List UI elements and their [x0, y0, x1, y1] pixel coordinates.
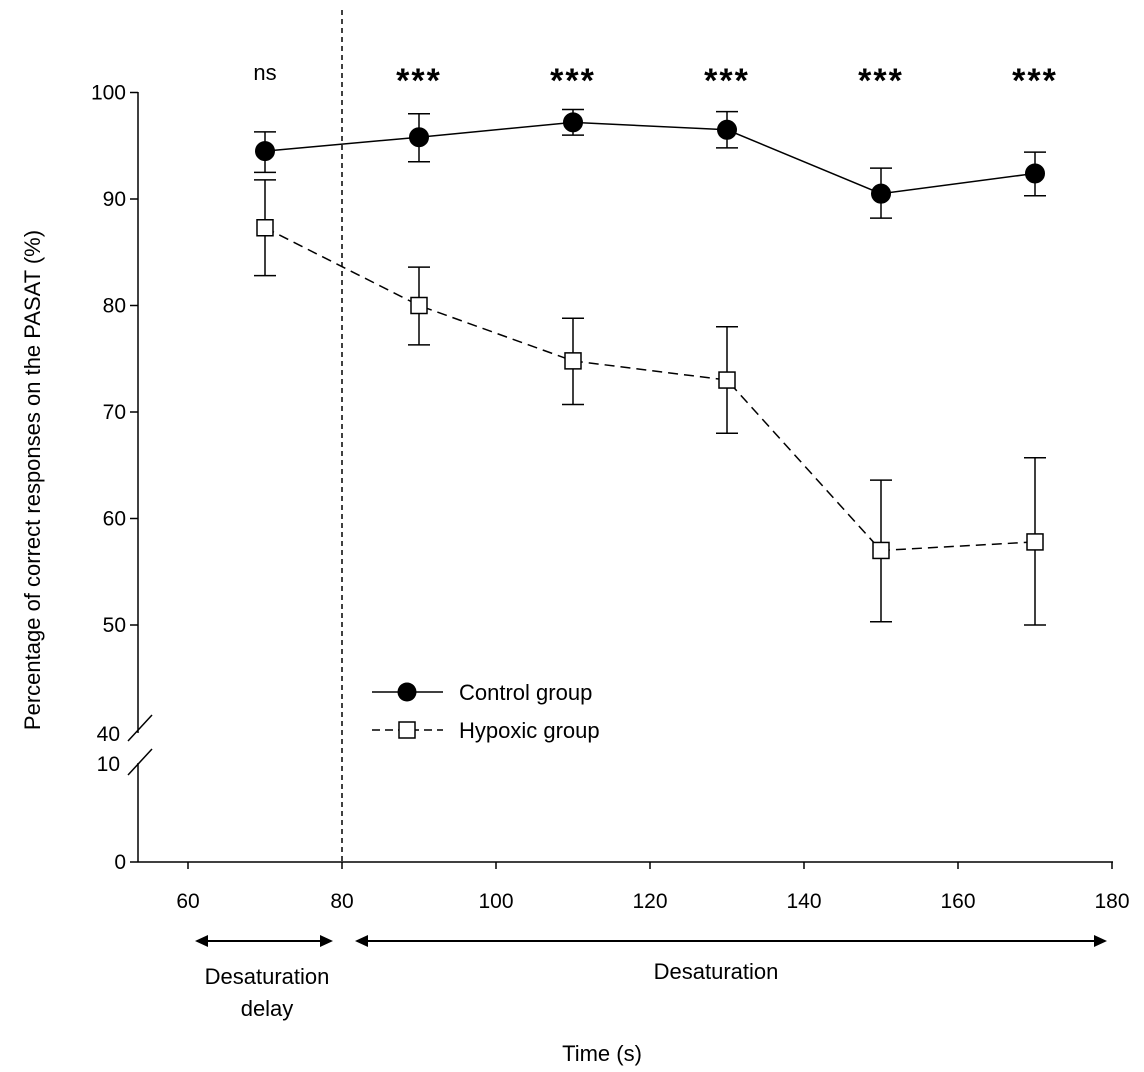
y-tick-label: 80 — [103, 295, 126, 318]
series-hypoxic — [254, 179, 1046, 626]
x-axis-title: Time (s) — [562, 1041, 642, 1066]
data-point — [564, 352, 582, 370]
desaturation-arrow-head-left — [355, 935, 368, 947]
x-tick-label: 120 — [632, 890, 667, 913]
phase-label-delay: delay — [241, 996, 294, 1021]
legend-marker — [398, 721, 416, 739]
y-tick-label: 50 — [103, 614, 126, 637]
data-point — [871, 183, 891, 204]
data-point — [410, 296, 428, 315]
data-point — [1026, 533, 1044, 551]
y-axis-title: Percentage of correct responses on the P… — [20, 230, 45, 730]
significance-label: *** — [858, 62, 904, 100]
data-point — [872, 541, 890, 560]
x-tick-label: 80 — [330, 890, 353, 913]
legend-label: Hypoxic group — [459, 718, 600, 743]
x-tick-label: 60 — [176, 890, 199, 913]
y-break-label: 40 — [97, 723, 120, 746]
legend-label: Control group — [459, 680, 592, 705]
series-layer: ns *** *** *** *** *** — [253, 60, 1058, 626]
data-point — [256, 219, 274, 237]
y-tick-label: 0 — [114, 851, 126, 874]
significance-label: *** — [396, 62, 442, 100]
legend-marker — [397, 682, 417, 702]
y-tick-label: 60 — [103, 508, 126, 531]
legend: Control group Hypoxic group — [372, 680, 600, 743]
data-point — [409, 127, 429, 148]
data-point — [563, 112, 583, 133]
data-point — [1025, 163, 1045, 184]
series-line — [264, 227, 1036, 552]
x-tick-label: 160 — [940, 890, 975, 913]
y-tick-label: 70 — [103, 401, 126, 424]
data-point — [717, 119, 737, 140]
series-control — [254, 108, 1046, 219]
x-tick-label: 100 — [478, 890, 513, 913]
series-line — [264, 121, 1036, 195]
y-axis-break-mark — [127, 714, 153, 742]
axes: 50 60 70 80 90 100 0 40 10 60 80 100 120 140 160 180 — [91, 10, 1130, 913]
desaturation-arrow-head-right — [1094, 935, 1107, 947]
significance-label: *** — [550, 62, 596, 100]
y-break-label: 10 — [97, 753, 120, 776]
phase-label-desaturation: Desaturation — [654, 959, 779, 984]
significance-label: *** — [704, 62, 750, 100]
y-axis-break-mark — [127, 748, 153, 776]
significance-label: *** — [1012, 62, 1058, 100]
delay-arrow-head-right — [320, 935, 333, 947]
phase-annotations: Desaturation delay Desaturation — [195, 935, 1107, 1021]
x-tick-label: 180 — [1094, 890, 1129, 913]
delay-arrow-head-left — [195, 935, 208, 947]
significance-label: ns — [253, 60, 276, 85]
data-point — [718, 371, 736, 389]
phase-label-delay: Desaturation — [205, 964, 330, 989]
data-point — [255, 141, 275, 162]
x-tick-label: 140 — [786, 890, 821, 913]
y-tick-label: 100 — [91, 82, 126, 105]
y-tick-label: 90 — [103, 188, 126, 211]
